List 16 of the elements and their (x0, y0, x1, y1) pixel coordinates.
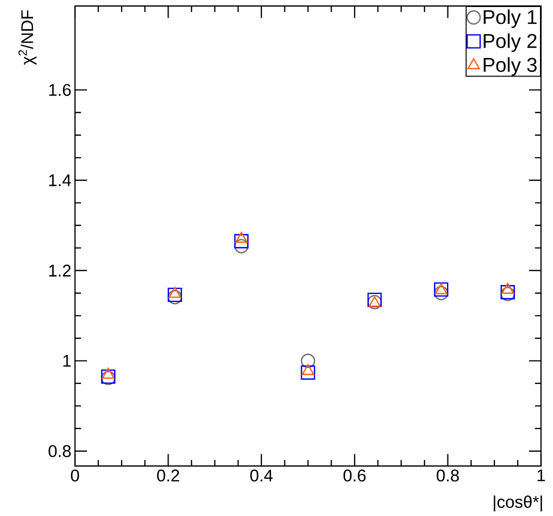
x-axis-title: |cosθ*| (494, 496, 542, 512)
x-tick-label: 1 (538, 470, 545, 482)
y-tick-label: 1.4 (49, 174, 71, 186)
x-tick-label: 0 (70, 470, 80, 482)
y-tick-label: 1 (63, 354, 71, 367)
y-tick-label: 0.8 (48, 445, 71, 458)
x-tick-label: 0.2 (157, 470, 180, 482)
legend-label: Poly 1 (484, 9, 537, 28)
y-axis-title: χ$^{2}$/NDF (18, 10, 37, 65)
y-tick-label: 1.2 (49, 264, 71, 276)
y-tick-label: 1.6 (49, 84, 71, 96)
legend-label: Poly 2 (484, 33, 536, 52)
x-tick-label: 0.6 (343, 470, 366, 482)
legend-label: Poly 3 (484, 57, 537, 76)
x-tick-label: 0.4 (250, 470, 273, 482)
x-tick-label: 0.8 (436, 470, 459, 482)
